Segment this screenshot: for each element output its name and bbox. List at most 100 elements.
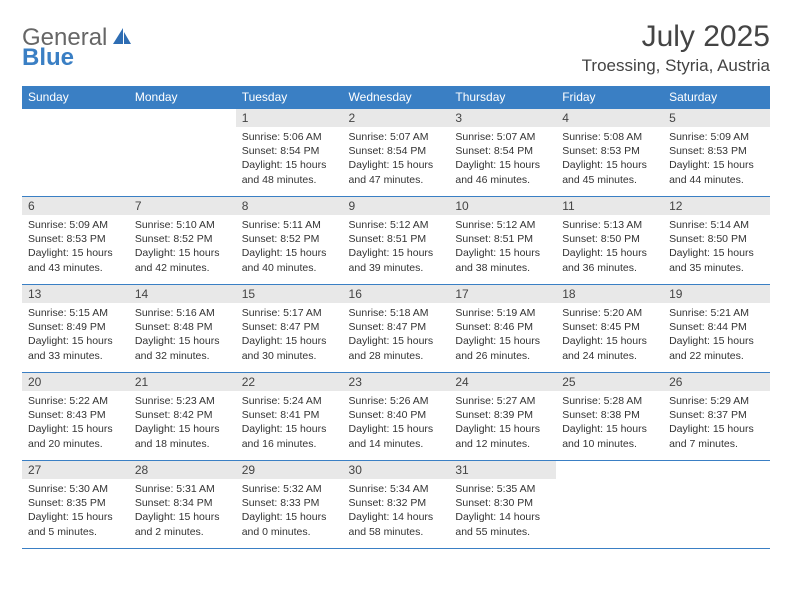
sunset-text: Sunset: 8:38 PM xyxy=(562,408,657,422)
sunrise-text: Sunrise: 5:12 AM xyxy=(455,218,550,232)
sunrise-text: Sunrise: 5:29 AM xyxy=(669,394,764,408)
sunset-text: Sunset: 8:45 PM xyxy=(562,320,657,334)
day-content: Sunrise: 5:17 AMSunset: 8:47 PMDaylight:… xyxy=(236,303,343,365)
day-content: Sunrise: 5:26 AMSunset: 8:40 PMDaylight:… xyxy=(343,391,450,453)
day-number: 15 xyxy=(236,285,343,303)
calendar-day-cell: 18Sunrise: 5:20 AMSunset: 8:45 PMDayligh… xyxy=(556,285,663,373)
calendar-week-row: 27Sunrise: 5:30 AMSunset: 8:35 PMDayligh… xyxy=(22,461,770,549)
calendar-day-cell: 24Sunrise: 5:27 AMSunset: 8:39 PMDayligh… xyxy=(449,373,556,461)
calendar-day-cell: 16Sunrise: 5:18 AMSunset: 8:47 PMDayligh… xyxy=(343,285,450,373)
sunrise-text: Sunrise: 5:14 AM xyxy=(669,218,764,232)
daylight-text: Daylight: 15 hours and 7 minutes. xyxy=(669,422,764,450)
calendar-day-cell: 2Sunrise: 5:07 AMSunset: 8:54 PMDaylight… xyxy=(343,109,450,197)
sunrise-text: Sunrise: 5:28 AM xyxy=(562,394,657,408)
daylight-text: Daylight: 15 hours and 14 minutes. xyxy=(349,422,444,450)
title-block: July 2025 Troessing, Styria, Austria xyxy=(582,20,770,76)
day-number: 4 xyxy=(556,109,663,127)
daylight-text: Daylight: 15 hours and 10 minutes. xyxy=(562,422,657,450)
sunrise-text: Sunrise: 5:20 AM xyxy=(562,306,657,320)
sunrise-text: Sunrise: 5:19 AM xyxy=(455,306,550,320)
sunset-text: Sunset: 8:54 PM xyxy=(455,144,550,158)
calendar-day-cell xyxy=(129,109,236,197)
sunset-text: Sunset: 8:30 PM xyxy=(455,496,550,510)
calendar-week-row: 6Sunrise: 5:09 AMSunset: 8:53 PMDaylight… xyxy=(22,197,770,285)
sunset-text: Sunset: 8:34 PM xyxy=(135,496,230,510)
calendar-day-cell xyxy=(22,109,129,197)
day-content: Sunrise: 5:13 AMSunset: 8:50 PMDaylight:… xyxy=(556,215,663,277)
daylight-text: Daylight: 15 hours and 22 minutes. xyxy=(669,334,764,362)
sunset-text: Sunset: 8:52 PM xyxy=(242,232,337,246)
sunrise-text: Sunrise: 5:11 AM xyxy=(242,218,337,232)
day-number: 25 xyxy=(556,373,663,391)
page-title: July 2025 xyxy=(582,20,770,54)
day-content: Sunrise: 5:27 AMSunset: 8:39 PMDaylight:… xyxy=(449,391,556,453)
day-content: Sunrise: 5:09 AMSunset: 8:53 PMDaylight:… xyxy=(22,215,129,277)
calendar-day-cell: 20Sunrise: 5:22 AMSunset: 8:43 PMDayligh… xyxy=(22,373,129,461)
calendar-day-cell: 25 Sunrise: 5:28 AMSunset: 8:38 PMDayligh… xyxy=(556,373,663,461)
daylight-text: Daylight: 14 hours and 55 minutes. xyxy=(455,510,550,538)
daylight-text: Daylight: 15 hours and 38 minutes. xyxy=(455,246,550,274)
calendar-day-cell: 17Sunrise: 5:19 AMSunset: 8:46 PMDayligh… xyxy=(449,285,556,373)
day-content: Sunrise: 5:11 AMSunset: 8:52 PMDaylight:… xyxy=(236,215,343,277)
sunset-text: Sunset: 8:48 PM xyxy=(135,320,230,334)
calendar-day-cell: 9Sunrise: 5:12 AMSunset: 8:51 PMDaylight… xyxy=(343,197,450,285)
sunset-text: Sunset: 8:53 PM xyxy=(562,144,657,158)
day-number: 7 xyxy=(129,197,236,215)
daylight-text: Daylight: 15 hours and 39 minutes. xyxy=(349,246,444,274)
sunset-text: Sunset: 8:33 PM xyxy=(242,496,337,510)
day-number: 13 xyxy=(22,285,129,303)
sunrise-text: Sunrise: 5:13 AM xyxy=(562,218,657,232)
day-number: 16 xyxy=(343,285,450,303)
calendar-day-cell: 8Sunrise: 5:11 AMSunset: 8:52 PMDaylight… xyxy=(236,197,343,285)
day-content: Sunrise: 5:15 AMSunset: 8:49 PMDaylight:… xyxy=(22,303,129,365)
sunrise-text: Sunrise: 5:22 AM xyxy=(28,394,123,408)
day-number: 26 xyxy=(663,373,770,391)
sunrise-text: Sunrise: 5:06 AM xyxy=(242,130,337,144)
day-content: Sunrise: 5:09 AMSunset: 8:53 PMDaylight:… xyxy=(663,127,770,189)
sunset-text: Sunset: 8:54 PM xyxy=(349,144,444,158)
sunset-text: Sunset: 8:47 PM xyxy=(349,320,444,334)
day-number: 12 xyxy=(663,197,770,215)
sunset-text: Sunset: 8:43 PM xyxy=(28,408,123,422)
daylight-text: Daylight: 15 hours and 26 minutes. xyxy=(455,334,550,362)
sunset-text: Sunset: 8:44 PM xyxy=(669,320,764,334)
daylight-text: Daylight: 15 hours and 16 minutes. xyxy=(242,422,337,450)
day-content: Sunrise: 5:35 AMSunset: 8:30 PMDaylight:… xyxy=(449,479,556,541)
calendar-day-cell: 29Sunrise: 5:32 AMSunset: 8:33 PMDayligh… xyxy=(236,461,343,549)
calendar-day-cell: 11Sunrise: 5:13 AMSunset: 8:50 PMDayligh… xyxy=(556,197,663,285)
day-number: 17 xyxy=(449,285,556,303)
daylight-text: Daylight: 15 hours and 45 minutes. xyxy=(562,158,657,186)
day-content: Sunrise: 5:16 AMSunset: 8:48 PMDaylight:… xyxy=(129,303,236,365)
sunrise-text: Sunrise: 5:21 AM xyxy=(669,306,764,320)
calendar-day-cell: 4Sunrise: 5:08 AMSunset: 8:53 PMDaylight… xyxy=(556,109,663,197)
sunrise-text: Sunrise: 5:07 AM xyxy=(455,130,550,144)
calendar-day-cell: 26Sunrise: 5:29 AMSunset: 8:37 PMDayligh… xyxy=(663,373,770,461)
daylight-text: Daylight: 15 hours and 5 minutes. xyxy=(28,510,123,538)
weekday-header: Tuesday xyxy=(236,86,343,109)
day-number: 27 xyxy=(22,461,129,479)
day-content: Sunrise: 5:24 AMSunset: 8:41 PMDaylight:… xyxy=(236,391,343,453)
sunset-text: Sunset: 8:51 PM xyxy=(349,232,444,246)
daylight-text: Daylight: 15 hours and 35 minutes. xyxy=(669,246,764,274)
sunrise-text: Sunrise: 5:15 AM xyxy=(28,306,123,320)
calendar-day-cell: 28Sunrise: 5:31 AMSunset: 8:34 PMDayligh… xyxy=(129,461,236,549)
daylight-text: Daylight: 15 hours and 47 minutes. xyxy=(349,158,444,186)
sunset-text: Sunset: 8:50 PM xyxy=(669,232,764,246)
day-content: Sunrise: 5:29 AMSunset: 8:37 PMDaylight:… xyxy=(663,391,770,453)
daylight-text: Daylight: 15 hours and 43 minutes. xyxy=(28,246,123,274)
calendar-day-cell: 19Sunrise: 5:21 AMSunset: 8:44 PMDayligh… xyxy=(663,285,770,373)
calendar-day-cell: 12 Sunrise: 5:14 AMSunset: 8:50 PMDayligh… xyxy=(663,197,770,285)
logo-text-2: Blue xyxy=(22,44,74,72)
day-content: Sunrise: 5:34 AMSunset: 8:32 PMDaylight:… xyxy=(343,479,450,541)
day-number: 22 xyxy=(236,373,343,391)
day-content: Sunrise: 5:12 AMSunset: 8:51 PMDaylight:… xyxy=(449,215,556,277)
day-content: Sunrise: 5:10 AMSunset: 8:52 PMDaylight:… xyxy=(129,215,236,277)
calendar-day-cell: 3Sunrise: 5:07 AMSunset: 8:54 PMDaylight… xyxy=(449,109,556,197)
sunrise-text: Sunrise: 5:23 AM xyxy=(135,394,230,408)
day-number: 31 xyxy=(449,461,556,479)
day-number: 18 xyxy=(556,285,663,303)
sunrise-text: Sunrise: 5:31 AM xyxy=(135,482,230,496)
sunset-text: Sunset: 8:42 PM xyxy=(135,408,230,422)
daylight-text: Daylight: 15 hours and 46 minutes. xyxy=(455,158,550,186)
calendar-day-cell: 23Sunrise: 5:26 AMSunset: 8:40 PMDayligh… xyxy=(343,373,450,461)
